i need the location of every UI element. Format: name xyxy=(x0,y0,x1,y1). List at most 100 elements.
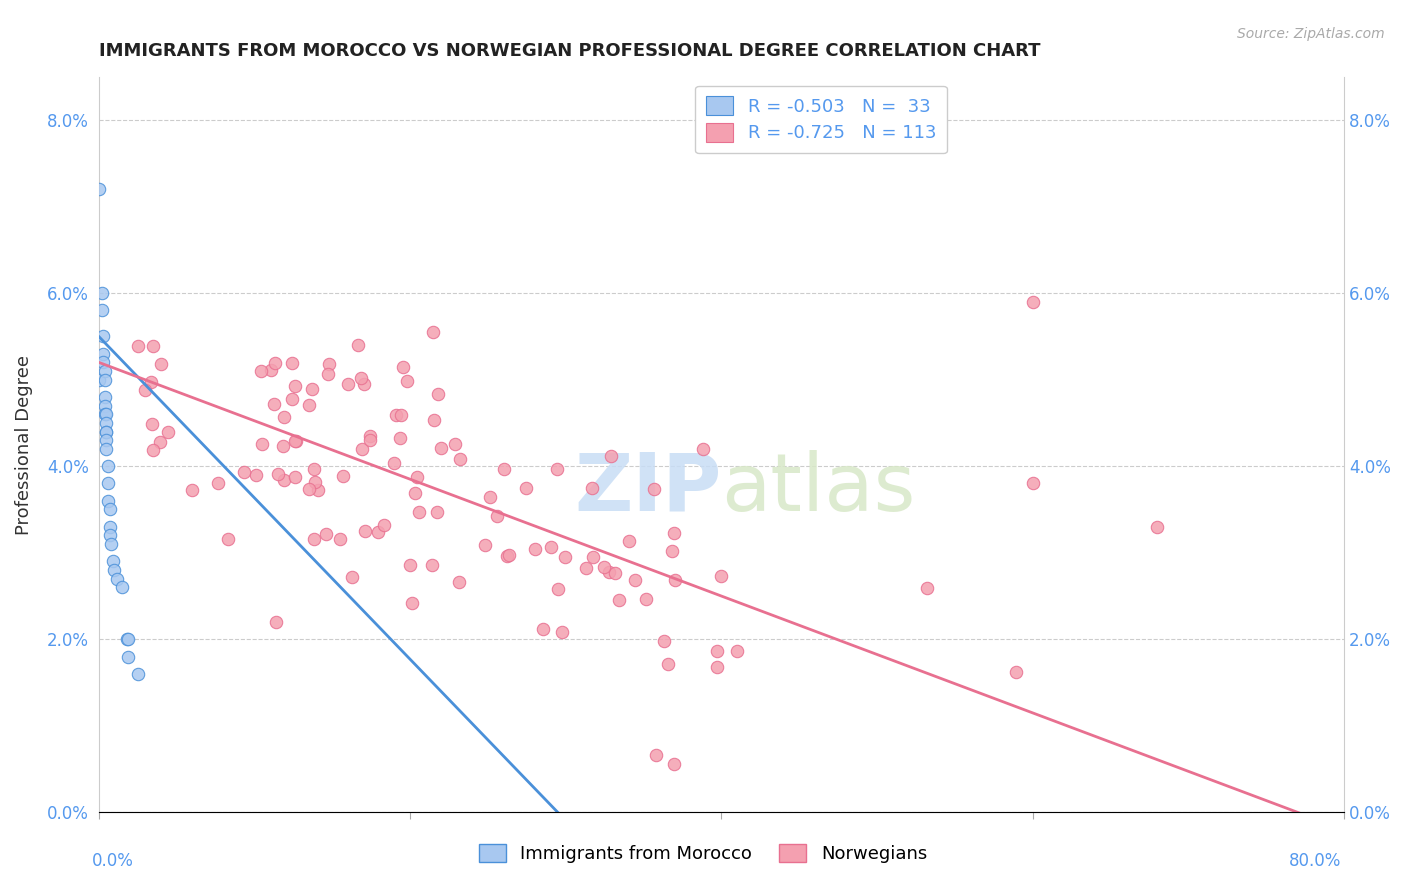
Point xyxy=(233,466,256,480)
Point xyxy=(97,459,120,474)
Point xyxy=(94,399,117,413)
Point xyxy=(359,429,381,443)
Point xyxy=(298,398,321,412)
Point xyxy=(1146,520,1168,534)
Point xyxy=(624,573,647,587)
Point xyxy=(592,559,614,574)
Point xyxy=(316,368,339,382)
Point xyxy=(398,558,420,572)
Point xyxy=(96,407,118,421)
Point xyxy=(1022,294,1045,309)
Point xyxy=(302,462,325,476)
Point xyxy=(298,482,321,496)
Point xyxy=(94,390,117,404)
Point xyxy=(217,532,239,546)
Point xyxy=(599,450,621,464)
Point xyxy=(117,632,139,647)
Text: 0.0%: 0.0% xyxy=(91,852,134,870)
Point xyxy=(449,451,471,466)
Point xyxy=(662,526,685,541)
Point xyxy=(142,338,165,352)
Point xyxy=(250,437,273,451)
Point xyxy=(90,303,112,318)
Point xyxy=(284,469,307,483)
Point xyxy=(404,486,426,500)
Point xyxy=(142,443,165,458)
Point xyxy=(249,364,271,378)
Point xyxy=(180,483,202,497)
Point xyxy=(350,442,373,457)
Point xyxy=(337,376,360,391)
Point xyxy=(91,346,114,360)
Point xyxy=(581,481,603,495)
Point xyxy=(554,550,576,565)
Point xyxy=(917,582,939,596)
Point xyxy=(207,475,229,490)
Point xyxy=(710,569,733,583)
Point xyxy=(347,338,370,352)
Point xyxy=(662,756,685,771)
Point xyxy=(540,541,562,555)
Point xyxy=(157,425,180,439)
Point xyxy=(115,632,138,647)
Point xyxy=(478,490,501,504)
Point xyxy=(271,439,294,453)
Point xyxy=(449,574,471,589)
Point xyxy=(127,667,149,681)
Point xyxy=(127,339,149,353)
Point xyxy=(87,373,110,387)
Point xyxy=(304,475,326,489)
Point xyxy=(367,524,389,539)
Point xyxy=(359,433,381,447)
Point xyxy=(385,409,408,423)
Point xyxy=(87,182,110,196)
Point xyxy=(388,431,411,445)
Point xyxy=(515,481,537,495)
Point xyxy=(97,493,120,508)
Text: 80.0%: 80.0% xyxy=(1288,852,1341,870)
Point xyxy=(94,373,117,387)
Point xyxy=(96,416,118,430)
Point xyxy=(263,356,285,370)
Point xyxy=(340,570,363,584)
Point xyxy=(498,548,520,562)
Point xyxy=(657,657,679,671)
Point xyxy=(90,286,112,301)
Point xyxy=(598,566,620,580)
Point xyxy=(645,748,668,763)
Point xyxy=(260,363,283,377)
Point xyxy=(98,502,121,516)
Point xyxy=(643,482,665,496)
Point xyxy=(111,581,134,595)
Point xyxy=(139,375,162,389)
Point xyxy=(103,563,125,577)
Point xyxy=(430,442,453,456)
Point xyxy=(96,434,118,448)
Point xyxy=(281,392,304,406)
Point xyxy=(427,387,450,401)
Point xyxy=(422,325,444,339)
Point xyxy=(422,413,444,427)
Point xyxy=(654,633,676,648)
Point xyxy=(634,592,657,607)
Point xyxy=(96,425,118,439)
Point xyxy=(354,524,377,538)
Point xyxy=(263,397,285,411)
Point xyxy=(603,566,626,581)
Point xyxy=(307,483,329,498)
Point xyxy=(422,558,444,572)
Point xyxy=(496,549,519,563)
Point xyxy=(281,356,304,370)
Y-axis label: Professional Degree: Professional Degree xyxy=(15,354,32,534)
Point xyxy=(389,408,412,422)
Point xyxy=(1022,476,1045,491)
Point xyxy=(267,467,290,482)
Point xyxy=(315,527,337,541)
Point xyxy=(391,359,413,374)
Legend: Immigrants from Morocco, Norwegians: Immigrants from Morocco, Norwegians xyxy=(468,833,938,874)
Point xyxy=(302,532,325,546)
Point xyxy=(284,379,307,393)
Text: ZIP: ZIP xyxy=(574,450,721,528)
Point xyxy=(273,473,295,487)
Point xyxy=(444,437,467,451)
